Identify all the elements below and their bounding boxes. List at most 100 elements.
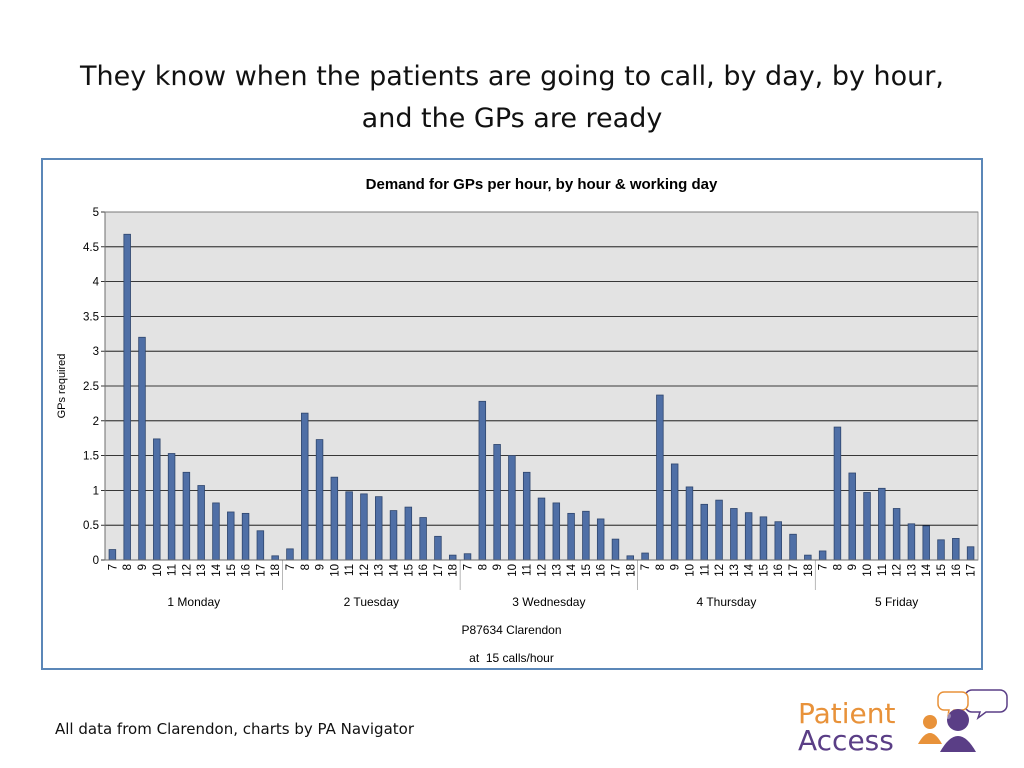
bar <box>775 522 782 560</box>
bar <box>242 513 249 560</box>
bar <box>198 486 205 560</box>
bar <box>509 456 516 560</box>
bar <box>923 526 930 560</box>
x-tick-label: 15 <box>403 564 415 577</box>
bar <box>168 454 175 560</box>
bar <box>494 444 501 560</box>
x-tick-label: 10 <box>329 564 341 577</box>
bar <box>109 550 116 560</box>
bar <box>893 508 900 560</box>
bar <box>967 547 974 560</box>
brand-wordmark-line-2: Access <box>798 727 896 754</box>
bar <box>213 503 220 560</box>
x-axis-label-line-2: at 15 calls/hour <box>469 651 554 665</box>
bar <box>642 553 649 560</box>
x-tick-label: 10 <box>862 564 874 577</box>
bar <box>257 531 264 560</box>
bar <box>227 512 234 560</box>
bar <box>449 555 456 560</box>
x-tick-label: 9 <box>670 564 682 570</box>
x-tick-label: 8 <box>832 564 844 570</box>
bar <box>346 492 353 560</box>
x-tick-label: 12 <box>181 564 193 577</box>
bar <box>287 549 294 560</box>
bar <box>627 556 634 560</box>
x-tick-label: 8 <box>655 564 667 570</box>
x-tick-label: 14 <box>211 563 223 576</box>
x-tick-label: 13 <box>374 564 386 577</box>
bar <box>597 519 604 560</box>
bar <box>538 498 545 560</box>
bar <box>731 508 738 560</box>
x-tick-label: 9 <box>315 564 327 570</box>
bar <box>701 504 708 560</box>
x-tick-label: 11 <box>167 564 179 576</box>
x-tick-label: 13 <box>906 564 918 577</box>
bar <box>583 511 590 560</box>
bar <box>420 518 427 560</box>
x-tick-label: 14 <box>921 563 933 576</box>
y-tick-label: 1.5 <box>83 451 99 463</box>
brand-wordmark: Patient Access <box>798 700 896 754</box>
bar <box>612 539 619 560</box>
bar <box>153 439 160 560</box>
x-tick-label: 11 <box>699 564 711 576</box>
bar <box>760 517 767 560</box>
y-tick-label: 1 <box>93 485 99 497</box>
x-tick-label: 10 <box>507 564 519 577</box>
slide-title-line-1: They know when the patients are going to… <box>40 56 984 98</box>
bar <box>183 472 190 560</box>
x-tick-label: 18 <box>803 564 815 577</box>
x-tick-label: 9 <box>492 564 504 570</box>
x-tick-label: 7 <box>463 564 475 570</box>
x-tick-label: 16 <box>241 564 253 577</box>
y-tick-label: 2 <box>93 416 99 428</box>
x-tick-label: 9 <box>137 564 149 570</box>
bar <box>464 554 471 560</box>
x-tick-label: 8 <box>477 564 489 570</box>
x-tick-label: 17 <box>788 564 800 577</box>
bar <box>878 488 885 560</box>
chart-title: Demand for GPs per hour, by hour & worki… <box>366 176 718 193</box>
y-tick-label: 3 <box>93 346 99 358</box>
x-tick-label: 11 <box>522 564 534 576</box>
x-tick-label: 16 <box>418 564 430 577</box>
x-tick-label: 12 <box>359 564 371 577</box>
bar <box>139 337 146 560</box>
x-tick-label: 16 <box>596 564 608 577</box>
x-tick-label: 16 <box>951 564 963 577</box>
bar <box>361 494 368 560</box>
footer-note: All data from Clarendon, charts by PA Na… <box>55 720 414 738</box>
x-tick-label: 14 <box>566 563 578 576</box>
x-tick-label: 12 <box>714 564 726 577</box>
x-tick-label: 15 <box>581 564 593 577</box>
x-tick-label: 18 <box>625 564 637 577</box>
x-tick-label: 15 <box>758 564 770 577</box>
x-tick-label: 9 <box>847 564 859 570</box>
y-tick-label: 2.5 <box>83 381 99 393</box>
bar <box>819 551 826 560</box>
x-tick-label: 7 <box>107 564 119 570</box>
bar <box>568 513 575 560</box>
group-label: 2 Tuesday <box>344 595 399 609</box>
bar <box>390 511 397 560</box>
x-tick-label: 14 <box>744 563 756 576</box>
x-tick-label: 11 <box>344 564 356 576</box>
x-tick-label: 7 <box>818 564 830 570</box>
x-tick-label: 17 <box>433 564 445 577</box>
bar <box>671 464 678 560</box>
x-tick-label: 15 <box>226 564 238 577</box>
x-tick-label: 16 <box>773 564 785 577</box>
y-tick-label: 5 <box>93 207 99 219</box>
bar <box>435 536 442 560</box>
brand-wordmark-line-1: Patient <box>798 700 896 727</box>
bar <box>479 401 486 560</box>
x-axis-label-line-1: P87634 Clarendon <box>461 623 561 637</box>
bar <box>405 507 412 560</box>
x-tick-label: 15 <box>936 564 948 577</box>
y-tick-label: 4 <box>93 277 100 289</box>
bar <box>834 427 841 560</box>
x-tick-label: 8 <box>300 564 312 570</box>
bar <box>272 556 279 560</box>
bar <box>849 473 856 560</box>
